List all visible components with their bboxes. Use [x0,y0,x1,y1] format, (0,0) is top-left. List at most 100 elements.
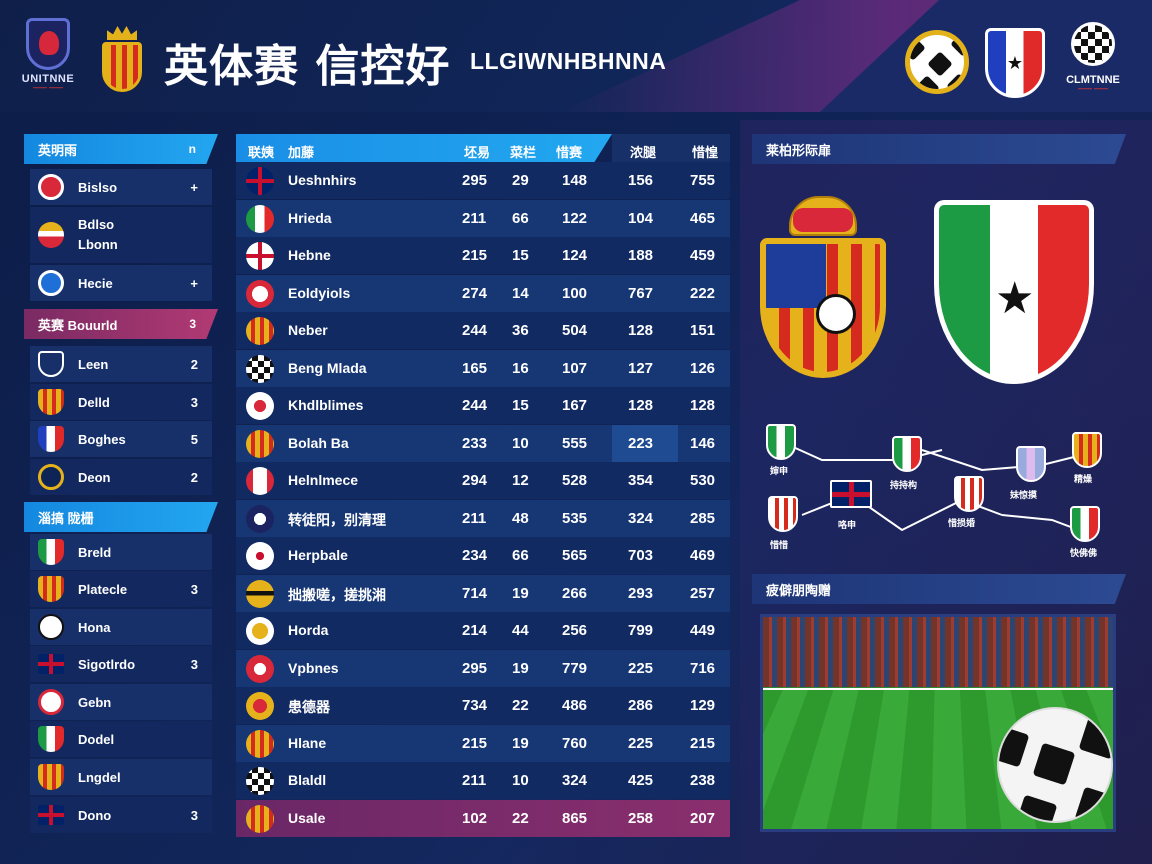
sidebar-item-label: Sigotlrdo [78,656,136,672]
bracket-team-icon[interactable] [954,476,984,512]
sidebar-item-label: Platecle [78,581,128,597]
table-row[interactable]: Helnlmece 294 12 528 354 530 [236,462,730,499]
sidebar-item[interactable]: Hona [30,609,212,645]
table-cell: 129 [690,697,716,714]
table-cell: 285 [690,509,716,527]
right-league-logo[interactable]: CLMTNNE —— —— [1058,22,1128,106]
sidebar-item[interactable]: Leen 2 [30,346,212,382]
sidebar-item[interactable]: Gebn [30,684,212,720]
team-name: Vpbnes [288,659,339,676]
table-row[interactable]: Usale 102 22 865 258 207 [236,799,730,837]
table-cell: 19 [512,584,529,602]
table-cell: 100 [562,284,588,302]
sidebar-item[interactable]: Deon 2 [30,459,212,495]
sidebar-item[interactable]: Dodel [30,721,212,757]
table-row[interactable]: Hlane 215 19 760 225 215 [236,724,730,762]
column-header[interactable]: 浓腿 [630,145,657,160]
table-row[interactable]: 患德器 734 22 486 286 129 [236,687,730,724]
bracket-team-icon[interactable] [1072,432,1102,468]
sidebar-item[interactable]: Dono 3 [30,797,212,833]
uk-flag-icon[interactable] [830,480,872,508]
table-row[interactable]: Khdlblimes 244 15 167 128 128 [236,387,730,424]
sidebar-item[interactable]: Bislso + [30,169,212,205]
big-flag-shield-icon[interactable]: ★ [934,200,1094,384]
right-logo-subtext: —— —— [1078,86,1108,93]
table-row[interactable]: Ueshnhirs 295 29 148 156 755 [236,162,730,199]
team-badge-icon [246,467,274,495]
table-cell: 274 [462,284,488,302]
sidebar-panel-3-header[interactable]: 淄搞 陇栅 [24,502,218,532]
table-cell: 102 [462,809,488,827]
sidebar-item[interactable]: Boghes 5 [30,421,212,457]
table-row[interactable]: Blaldl 211 10 324 425 238 [236,762,730,799]
big-club-crest-icon[interactable] [756,186,890,386]
table-row[interactable]: Eoldyiols 274 14 100 767 222 [236,274,730,312]
table-cell: 211 [462,509,487,527]
sidebar-panel-2-header[interactable]: 英赛 Bouurld 3 [24,309,218,339]
table-cell: 19 [512,734,529,752]
sidebar-item-label: Delld [78,394,110,410]
column-header[interactable]: 惜赛 [556,145,583,160]
table-cell: 148 [562,172,588,189]
sidebar-panel-1-header[interactable]: 英明雨 n [24,134,218,164]
table-row[interactable]: Hebne 215 15 124 188 459 [236,237,730,274]
team-name: Blaldl [288,772,327,788]
league-logo-subtext: —— —— [33,85,63,92]
table-row[interactable]: Horda 214 44 256 799 449 [236,612,730,649]
sidebar-item-label: Hona [78,619,111,635]
sidebar-item[interactable]: Platecle 3 [30,571,212,607]
table-row[interactable]: Vpbnes 295 19 779 225 716 [236,649,730,687]
sidebar-item[interactable]: Delld 3 [30,384,212,420]
table-row[interactable]: Bolah Ba 233 10 555 223 146 [236,424,730,462]
table-cell: 486 [562,697,588,714]
team-name: Bolah Ba [288,434,349,451]
team-badge-icon [246,242,274,270]
bracket-team-icon[interactable] [768,496,798,532]
table-cell: 238 [690,772,716,789]
sidebar-item[interactable]: Breld [30,534,212,570]
table-cell: 716 [690,659,716,677]
league-logo[interactable]: UNITNNE —— —— [18,18,78,102]
table-cell: 535 [562,509,588,527]
uk-flag-icon [38,654,64,674]
highlighted-cell [612,424,678,462]
sidebar-item-count: 5 [190,431,198,447]
sidebar-item[interactable]: Hecie + [30,265,212,301]
table-cell: 233 [462,434,488,452]
team-badge-icon [246,617,274,645]
column-header[interactable]: 惜惶 [692,145,719,160]
table-cell: 258 [628,809,654,827]
column-header[interactable]: 联姨 [248,145,275,160]
sidebar-item[interactable]: Sigotlrdo 3 [30,646,212,682]
column-header[interactable]: 菜栏 [510,145,537,160]
sidebar-item[interactable]: Bdlso Lbonn [30,207,212,263]
bracket-team-icon[interactable] [766,424,796,460]
table-cell: 767 [628,284,654,302]
column-header[interactable]: 加藤 [288,145,315,160]
table-row[interactable]: Herpbale 234 66 565 703 469 [236,537,730,574]
sidebar-item[interactable]: Lngdel [30,759,212,795]
table-cell: 257 [690,584,716,602]
table-cell: 66 [512,547,529,564]
table-cell: 734 [462,697,488,714]
table-cell: 465 [690,209,716,227]
table-row[interactable]: Hrieda 211 66 122 104 465 [236,199,730,237]
table-cell: 425 [628,772,654,789]
table-row[interactable]: Neber 244 36 504 128 151 [236,312,730,349]
table-row[interactable]: Beng Mlada 165 16 107 127 126 [236,349,730,387]
page-subtitle: LLGIWNHBHNNA [470,48,667,74]
bracket-team-icon[interactable] [892,436,922,472]
team-badge-icon [246,167,274,195]
column-header[interactable]: 坯易 [464,145,491,160]
bracket-team-icon[interactable] [1070,506,1100,542]
table-cell: 215 [690,734,716,752]
table-cell: 504 [562,322,588,339]
table-cell: 22 [512,697,529,714]
sidebar-item-count: 2 [190,469,198,485]
table-cell: 19 [512,659,529,677]
table-cell: 122 [562,209,588,227]
table-row[interactable]: 转徒阳，别清理 211 48 535 324 285 [236,499,730,537]
bracket-team-icon[interactable] [1016,446,1046,482]
table-cell: 799 [628,622,654,639]
table-row[interactable]: 拙搬嗟，搓挑湘 714 19 266 293 257 [236,574,730,612]
